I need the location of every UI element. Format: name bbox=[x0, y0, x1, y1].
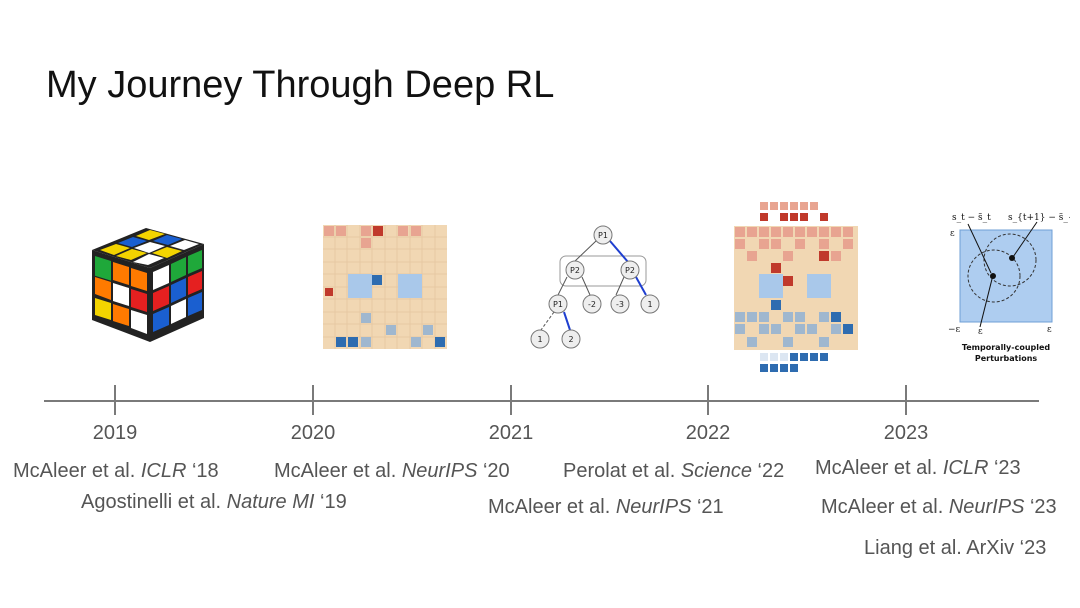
year-2021: 2021 bbox=[488, 422, 534, 444]
year-2022: 2022 bbox=[685, 422, 731, 444]
tree-node-leaf-1a bbox=[640, 294, 660, 314]
perturbation-box bbox=[959, 229, 1053, 323]
slide-title: My Journey Through Deep RL bbox=[46, 64, 555, 106]
pub-post: ‘21 bbox=[691, 496, 724, 518]
pub-post: ‘23 bbox=[1014, 537, 1047, 559]
pub-venue: ICLR bbox=[942, 457, 989, 479]
timeline-axis bbox=[44, 400, 1039, 402]
tick-2023 bbox=[905, 385, 907, 415]
pub-post: ‘20 bbox=[477, 460, 510, 482]
pub-post: ‘23 bbox=[1024, 496, 1057, 518]
axis-minus-epsilon: −ε bbox=[948, 325, 961, 335]
publication-2023-2: McAleer et al. NeurIPS ‘23 bbox=[821, 496, 1057, 519]
tree-node-label-3: P1 bbox=[553, 300, 563, 309]
axis-epsilon-mid: ε bbox=[978, 327, 983, 337]
tick-2020 bbox=[312, 385, 314, 415]
tree-node-leaf-1b bbox=[530, 329, 550, 349]
tree-node-label-8: 2 bbox=[568, 335, 573, 344]
publication-2020-1: McAleer et al. NeurIPS ‘20 bbox=[274, 460, 510, 483]
axis-epsilon-top: ε bbox=[950, 229, 955, 239]
tree-node-p2-right bbox=[620, 260, 640, 280]
pub-pre: Agostinelli et al. bbox=[81, 491, 227, 513]
tree-node-label-5: -3 bbox=[616, 300, 624, 309]
publication-2019-1: McAleer et al. ICLR ‘18 bbox=[13, 460, 219, 483]
pub-pre: McAleer et al. bbox=[815, 457, 943, 479]
pub-pre: Perolat et al. bbox=[563, 460, 681, 482]
rubiks-cube-image bbox=[92, 228, 204, 342]
year-2020: 2020 bbox=[290, 422, 336, 444]
tree-node-p2-left bbox=[565, 260, 585, 280]
perturbation-caption-2: Perturbations bbox=[975, 354, 1038, 363]
game-board-2022-image bbox=[734, 202, 858, 372]
axis-epsilon-right: ε bbox=[1047, 325, 1052, 335]
year-2023: 2023 bbox=[883, 422, 929, 444]
pub-post: ‘19 bbox=[314, 491, 347, 513]
tree-node-leaf-2 bbox=[561, 329, 581, 349]
tree-node-label-0: P1 bbox=[598, 231, 608, 240]
pub-pre: McAleer et al. bbox=[821, 496, 949, 518]
tick-2022 bbox=[707, 385, 709, 415]
pub-venue: NeurIPS bbox=[948, 496, 1025, 518]
tree-node-leaf-neg3 bbox=[610, 294, 630, 314]
pub-pre: McAleer et al. bbox=[13, 460, 141, 482]
publication-2023-1: McAleer et al. ICLR ‘23 bbox=[815, 457, 1021, 480]
pub-pre: McAleer et al. bbox=[488, 496, 616, 518]
tick-2021 bbox=[510, 385, 512, 415]
tree-node-leaf-neg2 bbox=[582, 294, 602, 314]
publication-2021-1: McAleer et al. NeurIPS ‘21 bbox=[488, 496, 724, 519]
tree-node-label-1: P2 bbox=[570, 266, 580, 275]
tree-node-p1-mid bbox=[548, 294, 568, 314]
publication-2019-2: Agostinelli et al. Nature MI ‘19 bbox=[81, 491, 347, 514]
cube-top-stickers bbox=[100, 230, 199, 265]
perturbation-label-left: s_t − s̃_t bbox=[952, 212, 991, 223]
perturbation-caption-1: Temporally-coupled bbox=[962, 343, 1051, 352]
game-tree-image: P1 P2 P2 P1 -2 -3 1 1 2 bbox=[530, 225, 660, 349]
pub-post: ‘22 bbox=[752, 460, 785, 482]
tree-node-p1-root bbox=[593, 225, 613, 245]
tree-node-label-4: -2 bbox=[588, 300, 596, 309]
pub-venue: NeurIPS bbox=[615, 496, 692, 518]
pub-post: ‘18 bbox=[186, 460, 219, 482]
game-board-2020-image bbox=[323, 225, 447, 349]
pub-pre: McAleer et al. bbox=[274, 460, 402, 482]
pub-pre: Liang et al. ArXiv bbox=[864, 537, 1015, 559]
tree-node-label-6: 1 bbox=[647, 300, 652, 309]
pub-venue: ICLR bbox=[140, 460, 187, 482]
tree-node-label-2: P2 bbox=[625, 266, 635, 275]
year-2019: 2019 bbox=[92, 422, 138, 444]
perturbation-label-right: s_{t+1} − s̃_{t+1} bbox=[1008, 212, 1070, 223]
publication-2023-3: Liang et al. ArXiv ‘23 bbox=[864, 537, 1046, 560]
pub-post: ‘23 bbox=[988, 457, 1021, 479]
pub-venue: Science bbox=[680, 460, 752, 482]
tick-2019 bbox=[114, 385, 116, 415]
tree-node-label-7: 1 bbox=[537, 335, 542, 344]
perturbation-diagram-image: s_t − s̃_t s_{t+1} − s̃_{t+1} ε −ε ε ε T… bbox=[948, 212, 1070, 363]
publication-2022-1: Perolat et al. Science ‘22 bbox=[563, 460, 784, 483]
pub-venue: Nature MI bbox=[226, 491, 315, 513]
pub-venue: NeurIPS bbox=[401, 460, 478, 482]
